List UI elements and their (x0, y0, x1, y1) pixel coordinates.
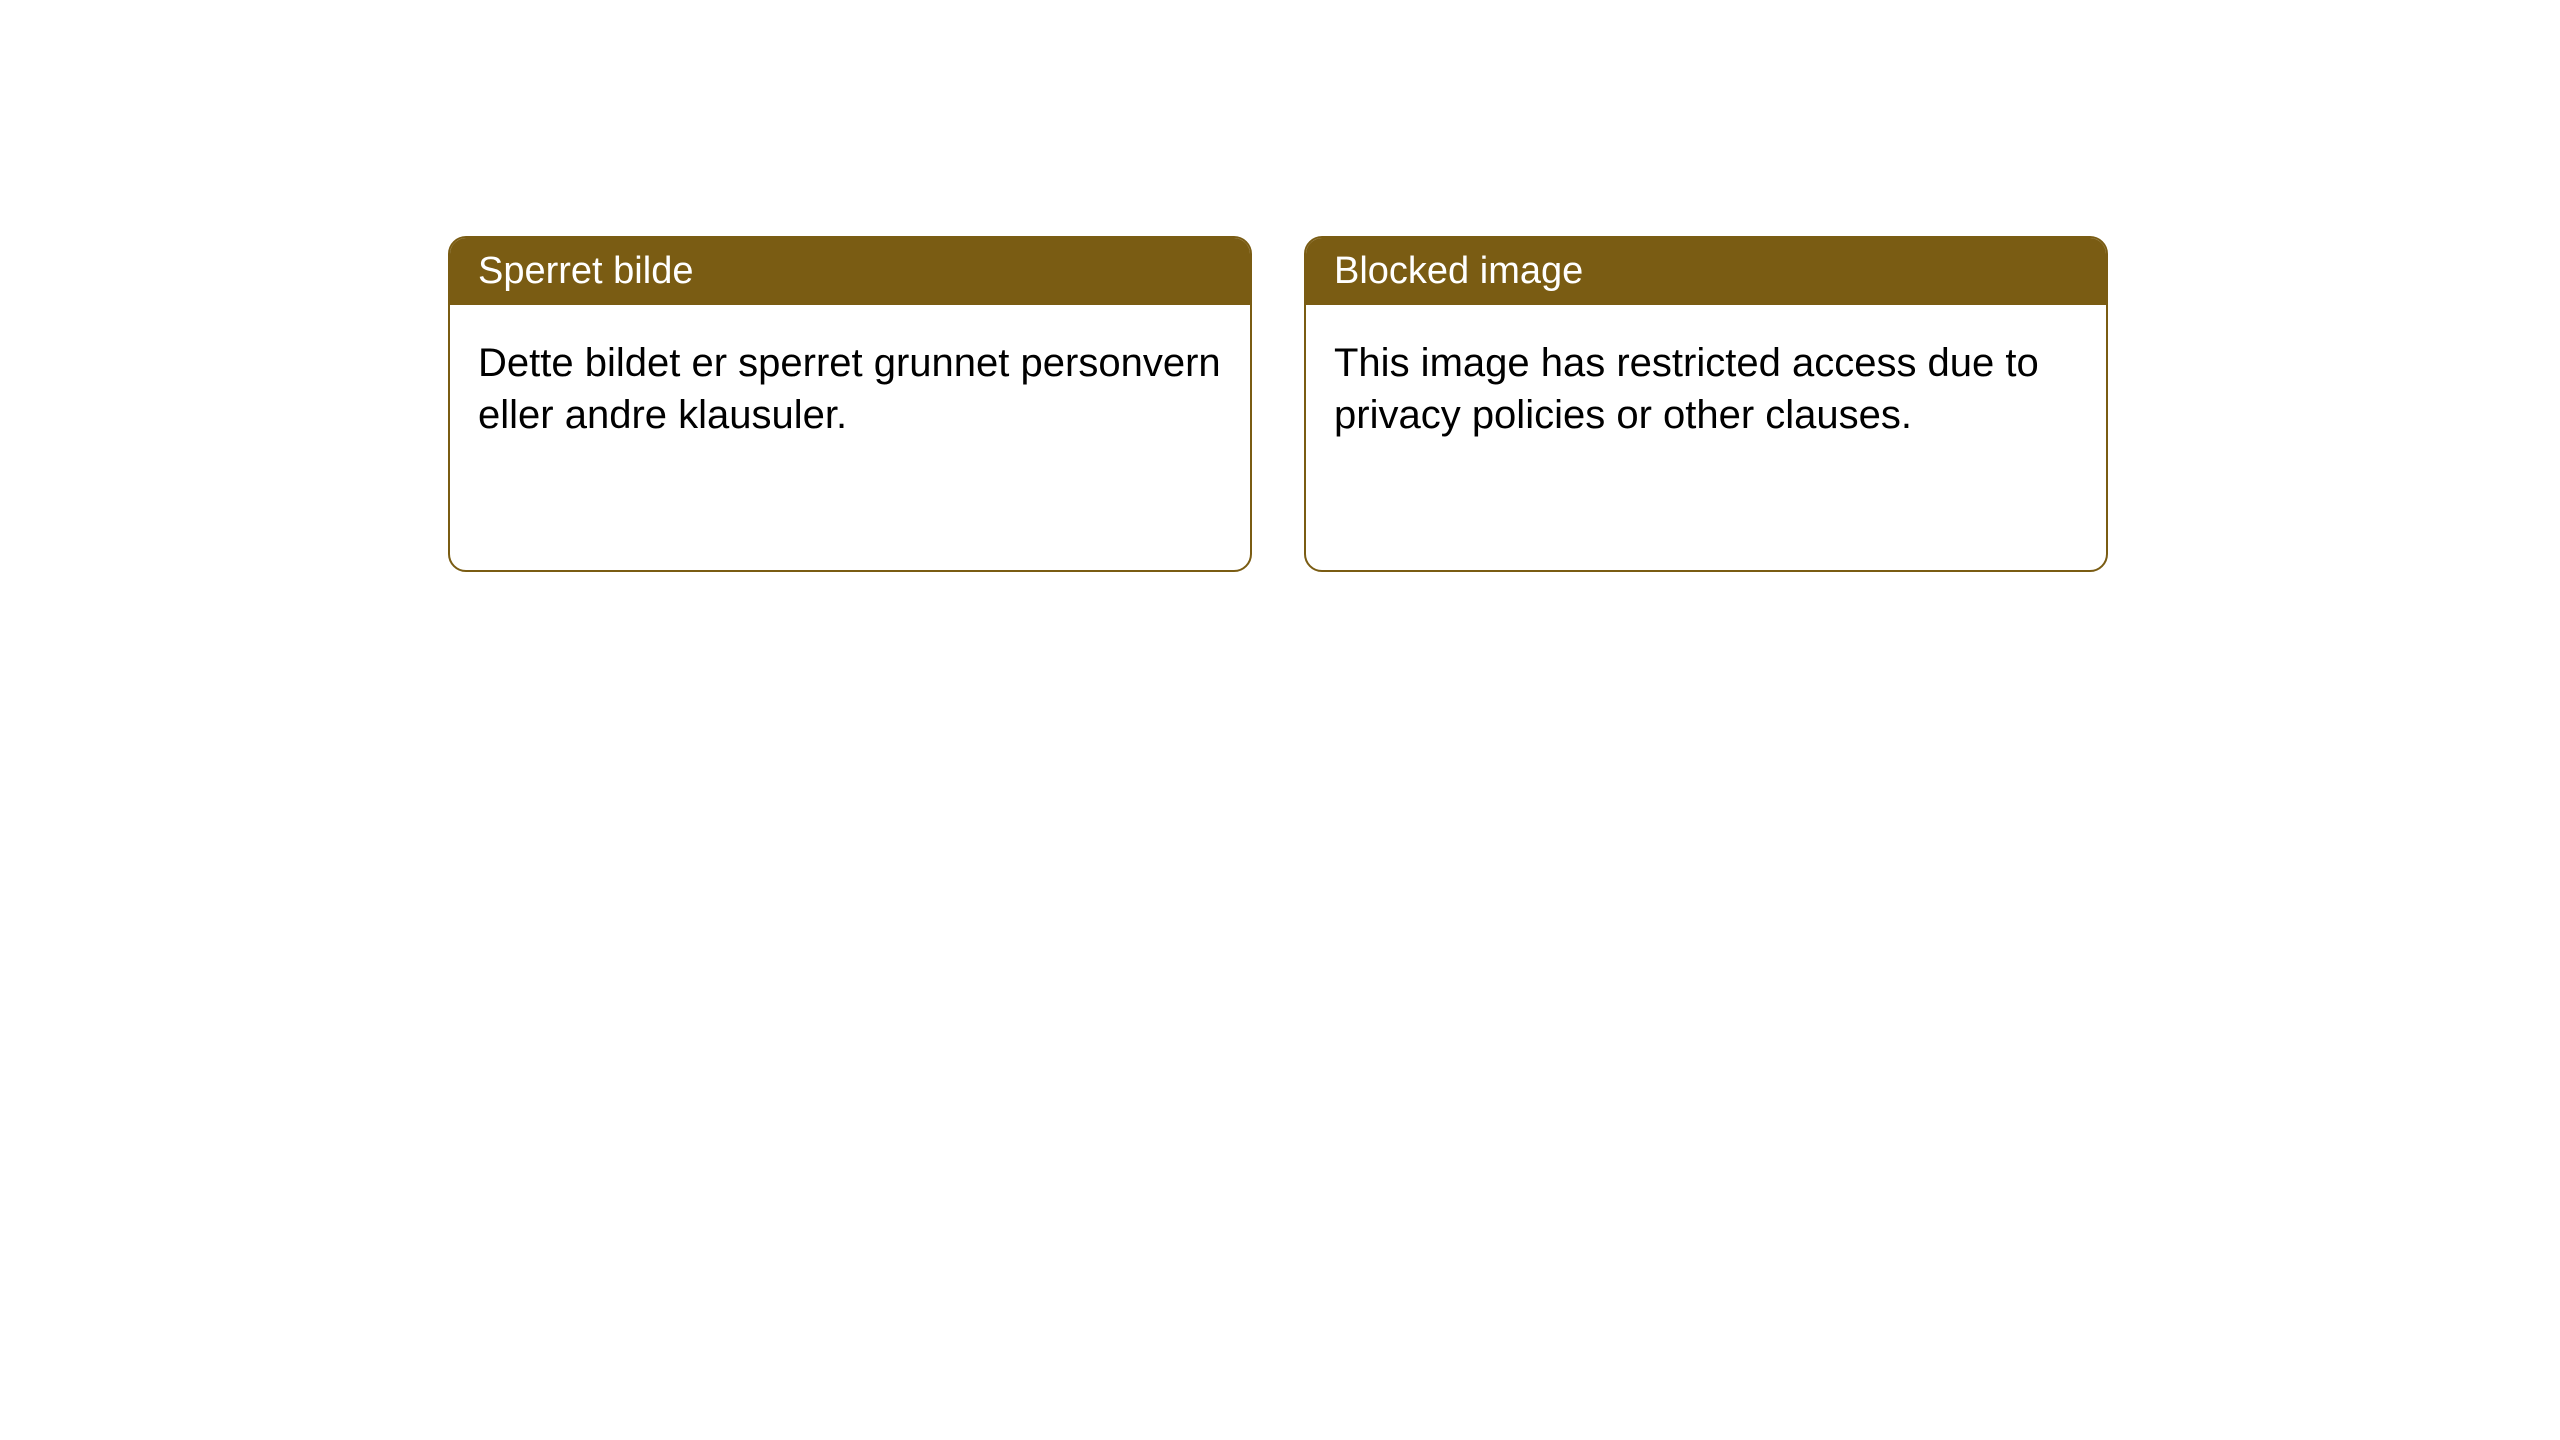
notice-card-en: Blocked image This image has restricted … (1304, 236, 2108, 572)
notice-body-en: This image has restricted access due to … (1306, 305, 2106, 473)
notice-header-no: Sperret bilde (450, 238, 1250, 305)
notice-header-en: Blocked image (1306, 238, 2106, 305)
notice-container: Sperret bilde Dette bildet er sperret gr… (448, 236, 2108, 572)
notice-card-no: Sperret bilde Dette bildet er sperret gr… (448, 236, 1252, 572)
notice-body-no: Dette bildet er sperret grunnet personve… (450, 305, 1250, 473)
